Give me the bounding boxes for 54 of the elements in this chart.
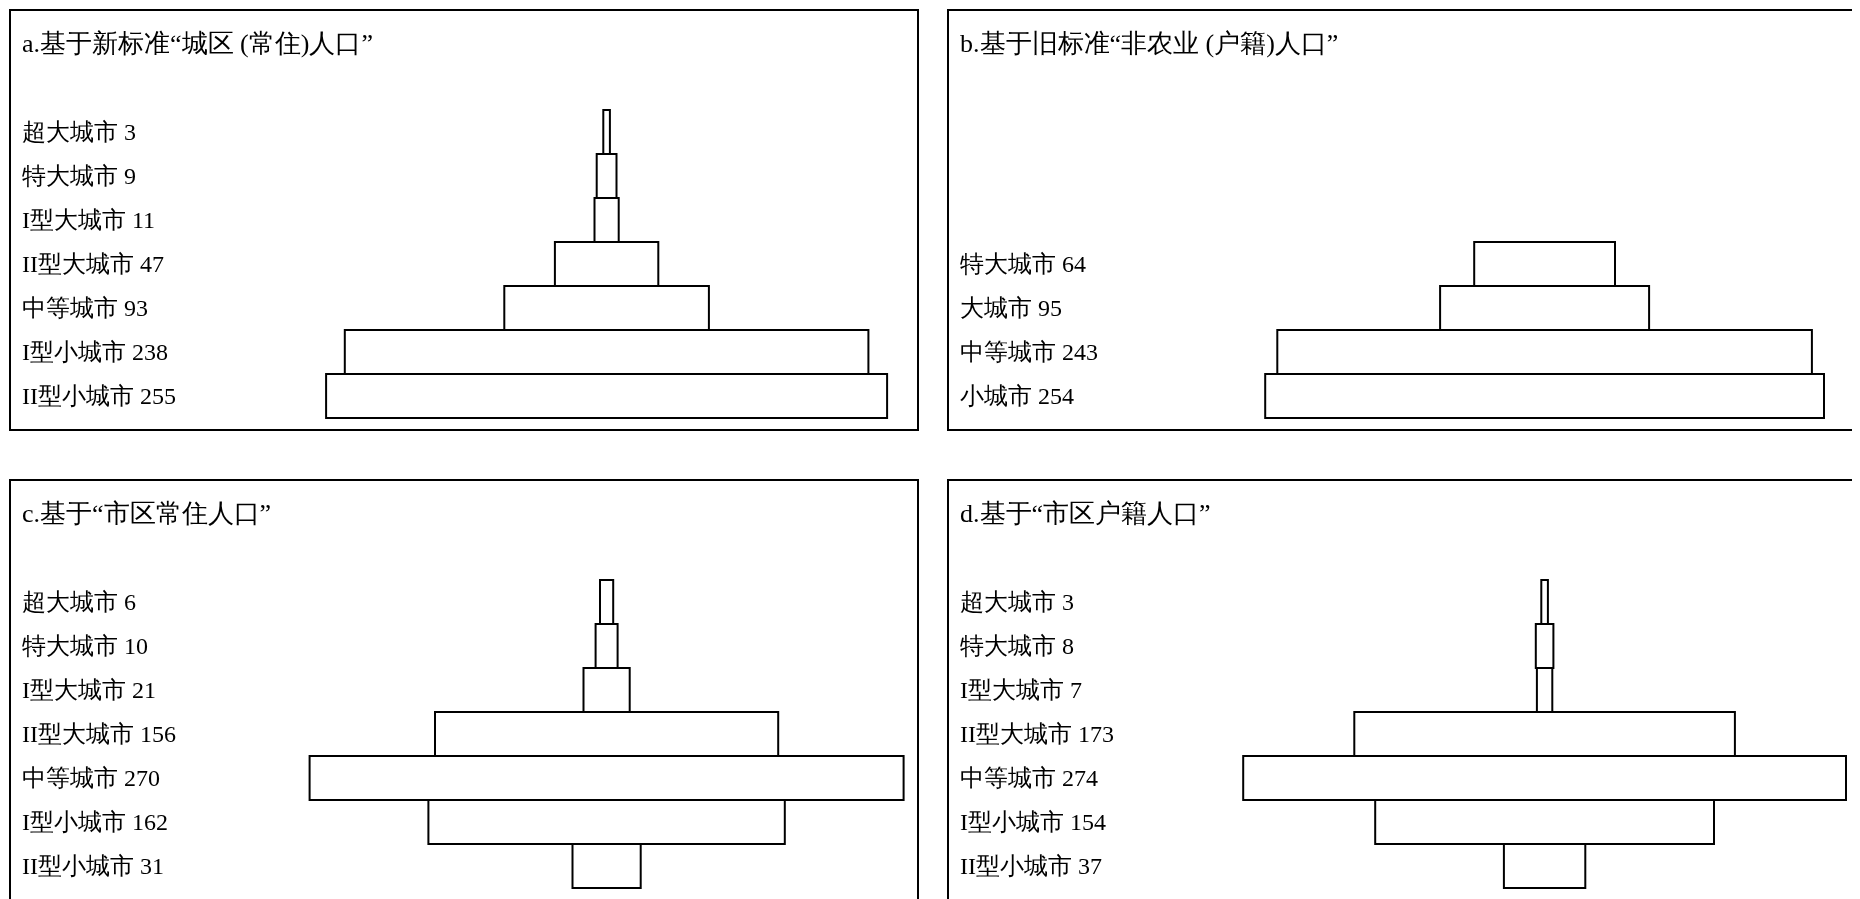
category-label: 超大城市 (22, 589, 118, 616)
category-label: 超大城市 (960, 589, 1056, 616)
category-label: II型大城市 (22, 251, 134, 278)
data-label: 95 (1038, 295, 1062, 322)
data-label: 10 (124, 633, 148, 660)
category-label: I型小城市 (22, 339, 126, 366)
data-label: 31 (139, 853, 164, 880)
category-label: II型大城市 (960, 721, 1072, 748)
category-label: 特大城市 (22, 633, 118, 660)
data-label: 11 (131, 207, 156, 234)
text: c.基于“市区常住人口” (22, 499, 272, 528)
category-label: I型小城市 (960, 809, 1064, 836)
category-label: II型大城市 (22, 721, 134, 748)
data-label: 156 (139, 721, 176, 748)
category-label: II型小城市 (22, 383, 134, 410)
data-label: 243 (1062, 339, 1098, 366)
category-label: 大城市 (960, 295, 1032, 322)
data-label: 47 (139, 251, 164, 278)
category-label: 特大城市 (22, 163, 118, 190)
category-label: I型大城市 (22, 677, 126, 704)
category-label: 超大城市 (22, 119, 118, 146)
data-label: 64 (1062, 251, 1086, 278)
category-label: 特大城市 (960, 251, 1056, 278)
category-label: II型小城市 (960, 853, 1072, 880)
data-label: 7 (1069, 677, 1082, 704)
data-label: 238 (131, 339, 168, 366)
data-label: 21 (131, 677, 156, 704)
data-label: 254 (1038, 383, 1074, 410)
data-label: 255 (139, 383, 176, 410)
data-label: 3 (1062, 589, 1074, 616)
data-label: 93 (124, 295, 148, 322)
data-label: 173 (1077, 721, 1114, 748)
category-label: I型大城市 (22, 207, 126, 234)
category-label: II型小城市 (22, 853, 134, 880)
data-label: 274 (1062, 765, 1098, 792)
data-label: 6 (124, 589, 136, 616)
data-label: 162 (131, 809, 168, 836)
category-label: 中等城市 (960, 339, 1056, 366)
category-label: 特大城市 (960, 633, 1056, 660)
data-label: 270 (124, 765, 160, 792)
category-label: 中等城市 (22, 765, 118, 792)
category-label: 小城市 (960, 383, 1032, 410)
data-label: 8 (1062, 633, 1074, 660)
data-label: 9 (124, 163, 136, 190)
data-label: 37 (1077, 853, 1102, 880)
text: d.基于“市区户籍人口” (960, 499, 1211, 528)
text: a.基于新标准“城区 (常住)人口” (22, 29, 373, 58)
category-label: I型大城市 (960, 677, 1064, 704)
data-label: 154 (1069, 809, 1106, 836)
text: b.基于旧标准“非农业 (户籍)人口” (960, 29, 1339, 58)
data-label: 3 (124, 119, 136, 146)
category-label: I型小城市 (22, 809, 126, 836)
category-label: 中等城市 (22, 295, 118, 322)
category-label: 中等城市 (960, 765, 1056, 792)
